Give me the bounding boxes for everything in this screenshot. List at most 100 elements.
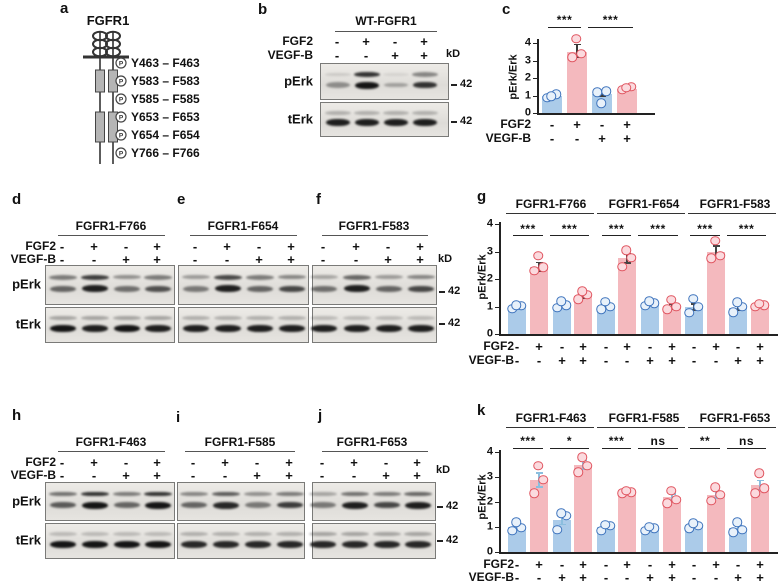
perk-blot	[177, 482, 305, 521]
protein-band-upper	[81, 316, 109, 321]
phospho-circle-icon	[115, 129, 127, 141]
kda-marker: 42	[460, 78, 473, 90]
marker-tick	[451, 84, 457, 86]
protein-band-lower	[82, 324, 108, 332]
data-point-pink	[715, 250, 725, 261]
bar-pink	[707, 494, 725, 552]
condition-symbol: +	[756, 557, 764, 572]
panel-label-b: b	[258, 1, 268, 18]
y-tick-label: 2	[486, 272, 493, 285]
condition-symbol: +	[416, 239, 424, 254]
protein-band-lower	[247, 324, 273, 332]
data-point-blue	[511, 517, 521, 527]
protein-band-upper	[144, 275, 172, 280]
condition-symbol: -	[91, 468, 97, 483]
condition-symbol: -	[254, 455, 260, 470]
y-tick	[533, 113, 537, 115]
data-point-pink	[671, 494, 681, 505]
condition-symbol: -	[123, 239, 129, 254]
mutation-label: Y766 – F766	[131, 146, 200, 160]
protein-band-lower	[342, 540, 368, 548]
condition-symbol: +	[558, 353, 566, 368]
data-point-blue	[556, 508, 566, 518]
condition-symbol: -	[713, 570, 719, 582]
data-point-pink	[571, 33, 581, 44]
protein-band-upper	[309, 492, 337, 497]
phospho-p-glyph: P	[119, 150, 124, 157]
panel-label-c: c	[502, 1, 511, 18]
kd-label: kD	[436, 464, 451, 476]
group-underline	[597, 213, 685, 215]
protein-band-lower	[405, 501, 431, 509]
bar-pink	[707, 251, 725, 334]
significance-label: ***	[738, 222, 755, 236]
condition-symbol: -	[691, 557, 697, 572]
panel-label-e: e	[177, 191, 186, 208]
significance-line	[727, 235, 766, 237]
bar-pink	[574, 295, 592, 334]
condition-symbol: -	[559, 339, 565, 354]
condition-symbol: +	[623, 131, 631, 146]
condition-symbol: -	[59, 468, 65, 483]
condition-symbol: +	[623, 557, 631, 572]
tErk-label: tErk	[287, 111, 313, 126]
data-point-blue	[688, 518, 698, 528]
protein-band-upper	[373, 532, 401, 537]
condition-symbol: +	[420, 34, 428, 49]
protein-band-lower	[181, 540, 207, 548]
y-tick-label: 1	[524, 89, 531, 101]
condition-symbol: +	[535, 339, 543, 354]
bar-pink	[663, 497, 681, 552]
protein-band-upper	[341, 532, 369, 537]
protein-band-lower	[311, 285, 337, 292]
protein-band-lower	[114, 324, 140, 332]
protein-band-upper	[354, 72, 380, 77]
condition-symbol: -	[59, 252, 65, 267]
protein-band-upper	[113, 316, 141, 321]
pErk-blot	[45, 482, 175, 521]
significance-line	[638, 448, 678, 450]
protein-band-upper	[180, 532, 208, 537]
condition-symbol: -	[549, 131, 555, 146]
protein-band-upper	[49, 532, 77, 537]
protein-band-upper	[343, 275, 371, 280]
data-point-pink	[671, 301, 681, 312]
condition-symbol: +	[756, 353, 764, 368]
data-point-pink	[754, 299, 764, 309]
condition-symbol: +	[287, 252, 295, 267]
condition-symbol: +	[734, 570, 742, 582]
phospho-p-glyph: P	[119, 96, 124, 103]
protein-band-lower	[310, 540, 336, 548]
y-tick	[495, 477, 499, 479]
protein-band-upper	[310, 316, 338, 321]
blot-title-d: FGFR1-F766	[75, 219, 147, 233]
significance-label: ***	[561, 222, 578, 236]
protein-band-lower	[374, 540, 400, 548]
condition-symbol: +	[223, 239, 231, 254]
condition-symbol: -	[392, 34, 398, 49]
condition-symbol: -	[599, 117, 605, 132]
protein-band-upper	[214, 316, 242, 321]
y-tick-label: 0	[486, 327, 493, 340]
protein-band-upper	[278, 275, 306, 280]
data-point-pink	[582, 461, 592, 471]
phospho-p-glyph: P	[119, 114, 124, 121]
protein-band-upper	[407, 275, 435, 280]
protein-band-lower	[145, 324, 171, 332]
x-axis	[537, 113, 655, 115]
data-point-pink	[666, 294, 676, 305]
condition-symbol: -	[351, 468, 357, 483]
blot-title-f: FGFR1-F583	[338, 219, 410, 233]
condition-symbol: +	[153, 239, 161, 254]
data-point-blue	[601, 86, 611, 96]
condition-symbol: -	[713, 353, 719, 368]
title-underline	[58, 235, 165, 237]
condition-symbol: +	[668, 570, 676, 582]
protein-band-upper	[246, 275, 274, 280]
protein-band-upper	[373, 491, 401, 497]
protein-band-upper	[343, 316, 371, 321]
condition-symbol: -	[514, 570, 520, 582]
panel-label-k: k	[477, 402, 486, 419]
cond-label-vegf-b: VEGF-B	[468, 353, 514, 367]
title-underline	[185, 451, 295, 453]
